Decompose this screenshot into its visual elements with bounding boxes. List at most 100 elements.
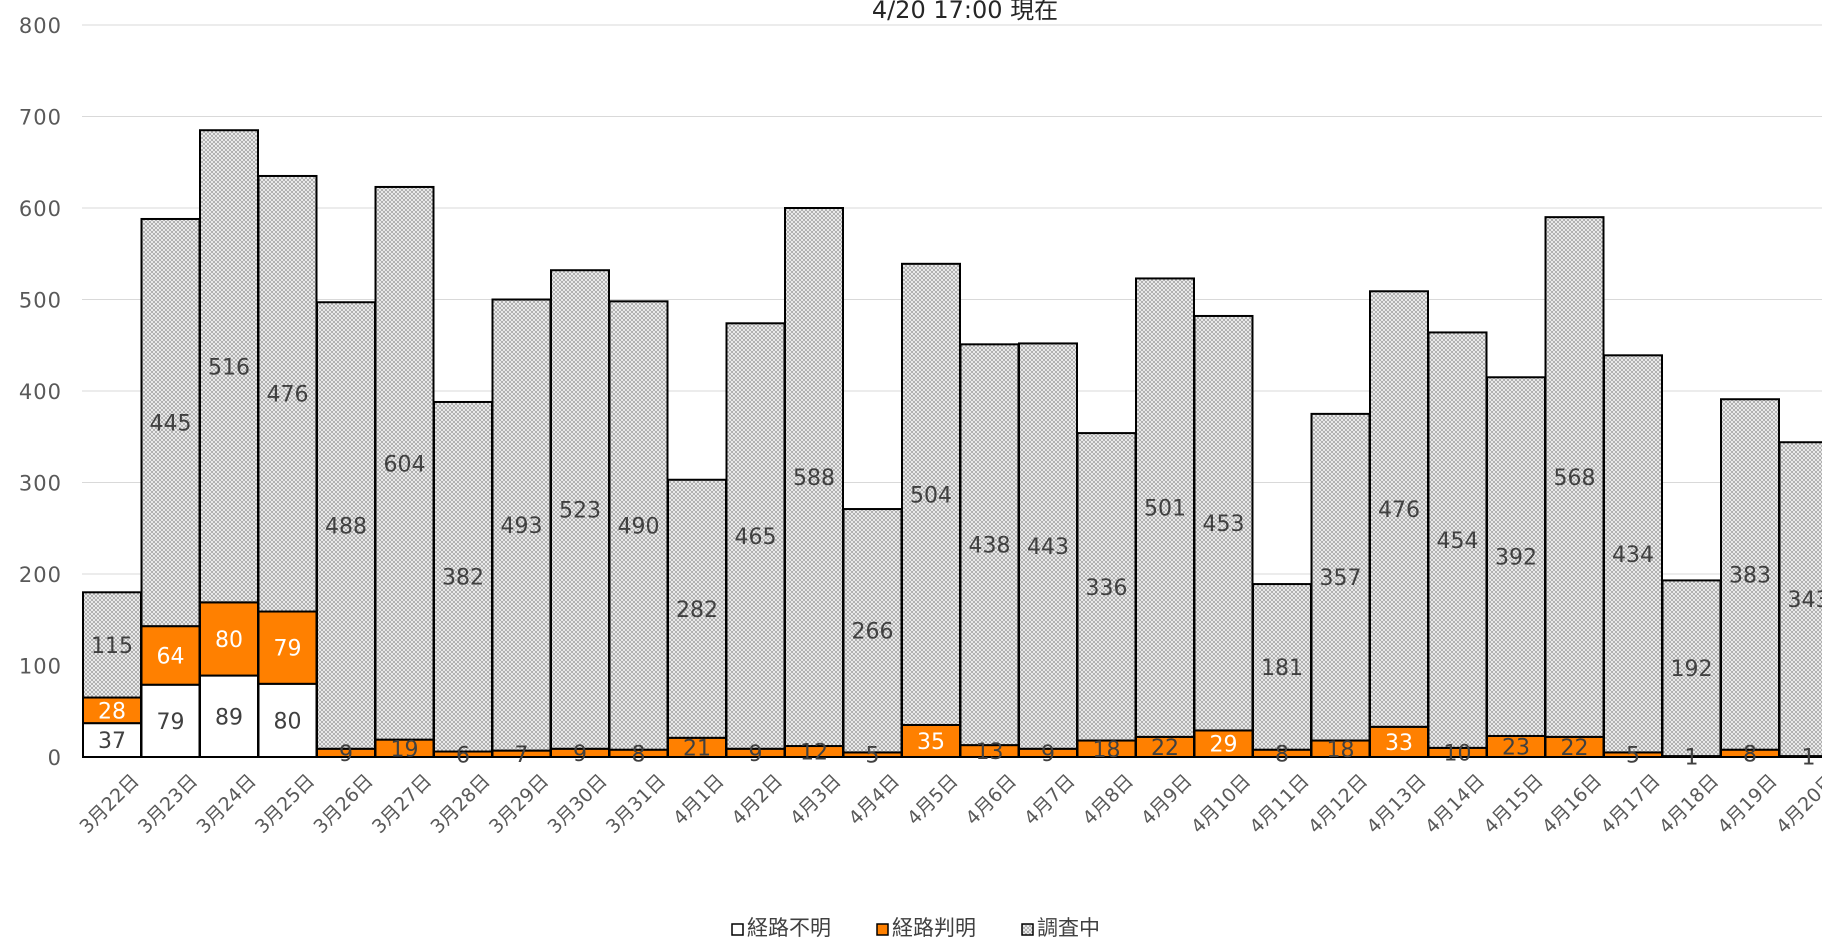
y-tick-label: 200 xyxy=(19,563,62,587)
legend-swatch xyxy=(1021,923,1034,936)
data-label: 392 xyxy=(1495,546,1537,571)
bar-segment-investigating xyxy=(1603,354,1663,754)
y-tick-label: 100 xyxy=(19,655,62,679)
bar-segment-investigating xyxy=(199,129,259,604)
x-tick-label: 4月3日 xyxy=(786,770,846,830)
y-tick-label: 800 xyxy=(19,14,62,38)
x-tick-label: 4月5日 xyxy=(903,770,963,830)
data-label: 357 xyxy=(1320,566,1362,591)
x-tick-label: 3月27日 xyxy=(368,770,436,838)
x-tick-label: 4月18日 xyxy=(1655,770,1723,838)
x-tick-label: 3月31日 xyxy=(602,770,670,838)
data-label: 13 xyxy=(976,740,1004,765)
x-tick-label: 4月4日 xyxy=(845,770,905,830)
data-label: 523 xyxy=(559,498,601,523)
data-label: 37 xyxy=(98,729,126,754)
data-label: 19 xyxy=(391,737,419,762)
data-label: 382 xyxy=(442,566,484,591)
data-labels: 3728115796444589805168079476948819604638… xyxy=(91,355,1822,770)
bar-segment-investigating xyxy=(842,508,903,754)
x-tick-label: 3月24日 xyxy=(192,770,260,838)
data-label: 29 xyxy=(1210,733,1238,758)
data-label: 181 xyxy=(1261,656,1303,681)
data-label: 9 xyxy=(573,742,587,767)
bar-segment-investigating xyxy=(608,300,669,751)
y-tick-label: 700 xyxy=(19,106,62,130)
chart-title: 4/20 17:00 現在 xyxy=(872,0,1058,24)
data-label: 18 xyxy=(1093,738,1121,763)
bar-segment-known xyxy=(901,723,961,758)
x-tick-label: 4月17日 xyxy=(1596,770,1664,838)
bar-segment-investigating xyxy=(1544,216,1605,738)
data-label: 453 xyxy=(1203,512,1245,537)
x-tick-label: 3月22日 xyxy=(75,770,143,838)
x-tick-label: 4月20日 xyxy=(1772,770,1822,838)
data-label: 35 xyxy=(917,730,945,755)
x-tick-label: 3月23日 xyxy=(134,770,202,838)
data-label: 493 xyxy=(501,514,543,539)
y-tick-label: 400 xyxy=(19,380,62,404)
data-label: 445 xyxy=(150,412,192,437)
x-tick-label: 4月12日 xyxy=(1304,770,1372,838)
legend-label: 経路判明 xyxy=(892,916,976,940)
data-label: 22 xyxy=(1151,736,1179,761)
data-label: 454 xyxy=(1437,529,1479,554)
data-label: 23 xyxy=(1502,735,1530,760)
legend-swatch xyxy=(876,923,889,936)
bar-segment-investigating xyxy=(1076,432,1137,742)
data-label: 465 xyxy=(735,525,777,550)
data-label: 438 xyxy=(969,534,1011,559)
data-label: 28 xyxy=(98,699,126,724)
bar-segment-investigating xyxy=(550,269,610,750)
data-label: 8 xyxy=(1743,742,1757,767)
x-tick-label: 4月7日 xyxy=(1020,770,1080,830)
x-tick-label: 3月30日 xyxy=(543,770,611,838)
data-label: 266 xyxy=(852,620,894,645)
data-label: 33 xyxy=(1385,731,1413,756)
data-label: 18 xyxy=(1327,738,1355,763)
data-label: 80 xyxy=(215,628,243,653)
data-label: 588 xyxy=(793,466,835,491)
bar-segment-investigating xyxy=(667,478,727,739)
x-tick-label: 4月16日 xyxy=(1538,770,1606,838)
bar-segment-investigating xyxy=(374,185,435,741)
x-tick-label: 4月8日 xyxy=(1079,770,1139,830)
data-label: 434 xyxy=(1612,543,1654,568)
legend-label: 経路不明 xyxy=(747,916,831,940)
data-label: 9 xyxy=(749,742,763,767)
x-tick-label: 4月11日 xyxy=(1245,770,1313,838)
x-tick-label: 4月10日 xyxy=(1187,770,1255,838)
data-label: 64 xyxy=(157,644,185,669)
x-tick-label: 4月13日 xyxy=(1362,770,1430,838)
y-tick-label: 0 xyxy=(48,746,62,770)
bar-segment-investigating xyxy=(491,298,552,752)
data-label: 476 xyxy=(267,383,309,408)
data-label: 80 xyxy=(274,709,302,734)
y-tick-label: 500 xyxy=(19,289,62,313)
y-tick-label: 600 xyxy=(19,197,62,221)
data-label: 5 xyxy=(866,744,880,769)
bar-segment-investigating xyxy=(316,301,376,750)
data-label: 9 xyxy=(1041,742,1055,767)
data-label: 79 xyxy=(157,710,185,735)
data-label: 79 xyxy=(274,637,302,662)
data-label: 604 xyxy=(384,452,426,477)
legend-label: 調査中 xyxy=(1037,916,1100,940)
bar-segment-investigating xyxy=(1661,579,1722,758)
data-label: 336 xyxy=(1086,576,1128,601)
bar-segment-investigating xyxy=(140,217,201,628)
bar-segment-unknown xyxy=(140,683,201,759)
data-label: 8 xyxy=(1275,742,1289,767)
x-tick-label: 4月19日 xyxy=(1713,770,1781,838)
data-label: 343 xyxy=(1788,588,1822,613)
data-label: 383 xyxy=(1729,563,1771,588)
bar-segment-investigating xyxy=(959,343,1020,747)
x-tick-label: 4月15日 xyxy=(1479,770,1547,838)
bar-segment-known xyxy=(82,696,142,725)
bar-segment-investigating xyxy=(1193,314,1254,732)
data-label: 488 xyxy=(325,515,367,540)
data-label: 443 xyxy=(1027,535,1069,560)
x-tick-label: 4月2日 xyxy=(728,770,788,830)
data-label: 192 xyxy=(1671,657,1713,682)
y-axis: 0 100 200 300 400 500 600 700 800 xyxy=(19,14,62,770)
